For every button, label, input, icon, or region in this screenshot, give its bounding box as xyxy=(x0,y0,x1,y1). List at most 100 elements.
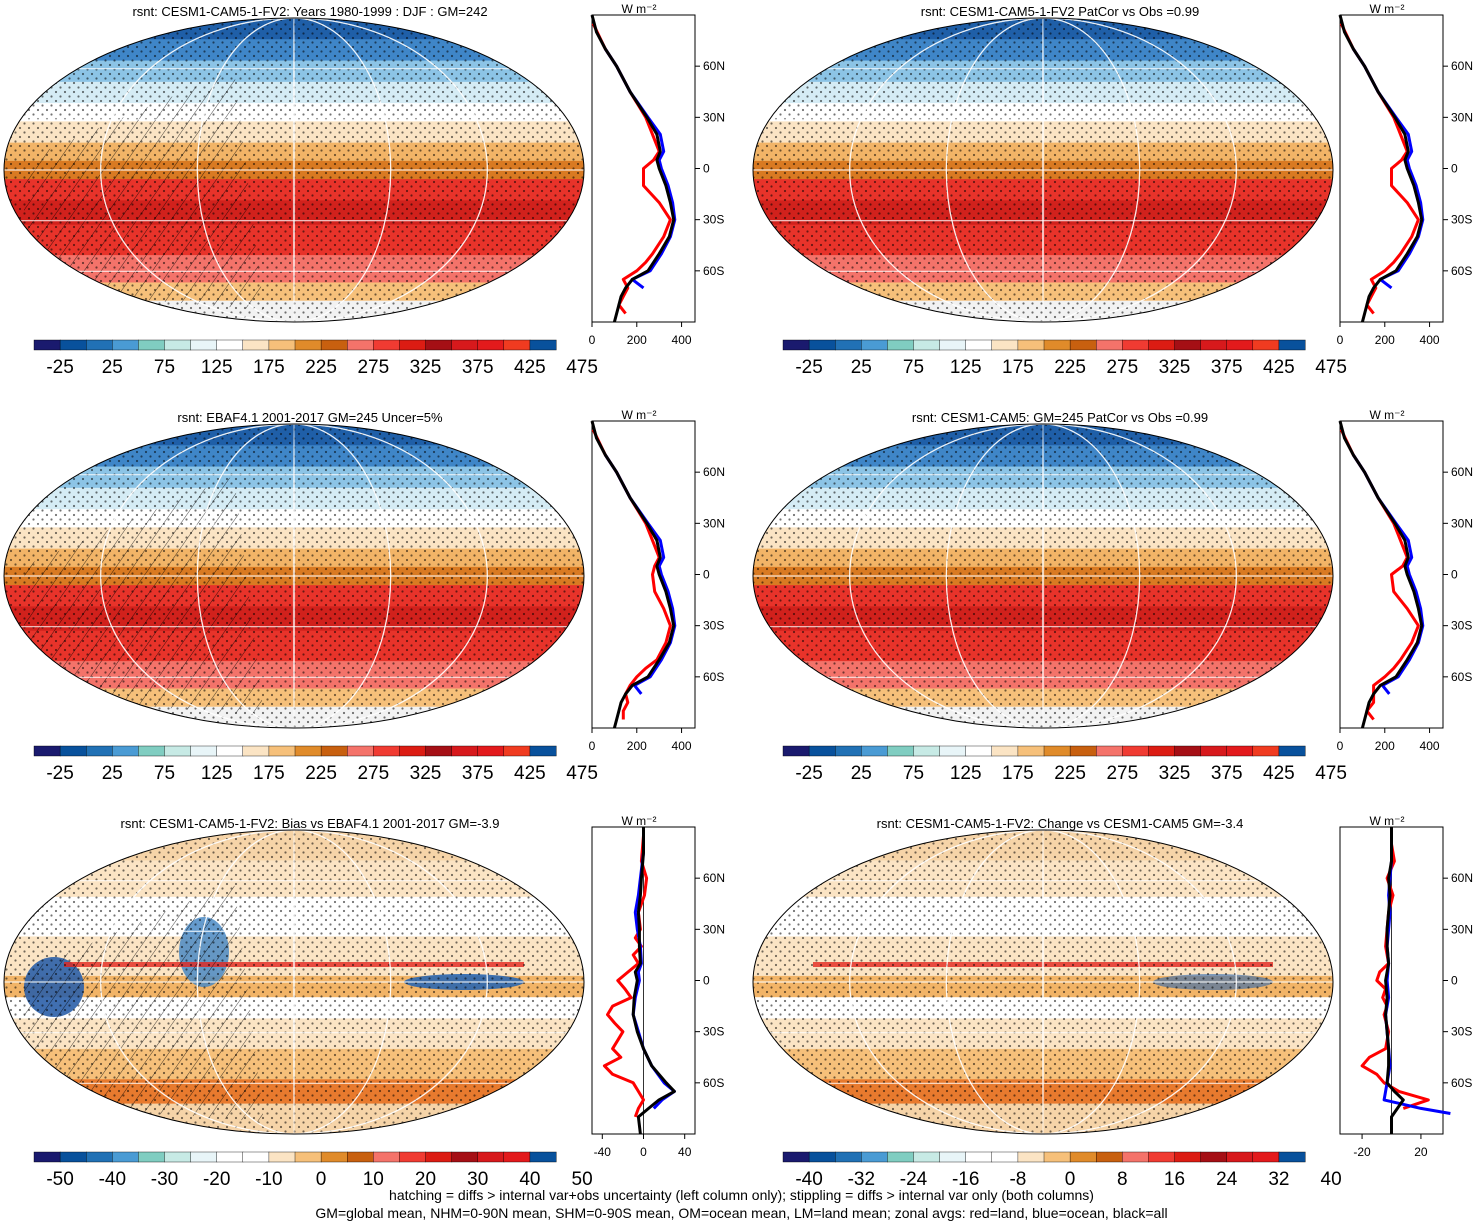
graticule-meridian xyxy=(1041,830,1045,1134)
colorbar-swatch xyxy=(373,1151,400,1163)
colorbar-swatch xyxy=(33,339,61,351)
colorbar-swatch xyxy=(503,339,531,351)
zonal-lat-label: 60N xyxy=(703,871,725,885)
colorbar-swatch xyxy=(1122,745,1149,757)
colorbar-swatch xyxy=(477,339,505,351)
colorbar-swatch xyxy=(1174,745,1202,757)
colorbar-swatch xyxy=(477,745,505,757)
colorbar-swatch xyxy=(1122,339,1149,351)
map-panel-p6: -40 -32 -24 -16 -8 0 8 16 24 32 40 W m⁻² 60N 30N 0 30S 6… xyxy=(752,814,1473,1190)
colorbar-swatch xyxy=(373,339,400,351)
graticule-meridian xyxy=(196,424,392,728)
zonal-x-label: 40 xyxy=(678,1145,692,1159)
colorbar-swatch xyxy=(861,745,888,757)
colorbar-swatch xyxy=(85,745,113,757)
colorbar-swatch xyxy=(529,339,557,351)
colorbar-swatch xyxy=(294,745,322,757)
colorbar-swatch xyxy=(991,1151,1019,1163)
colorbar-swatch xyxy=(320,745,348,757)
colorbar-swatch xyxy=(138,745,165,757)
colorbar-label: 10 xyxy=(363,1169,384,1190)
colorbar-swatch xyxy=(164,1151,192,1163)
colorbar-swatch xyxy=(1095,745,1123,757)
colorbar-swatch xyxy=(1043,1151,1071,1163)
colorbar-swatch xyxy=(939,745,967,757)
colorbar-label: -8 xyxy=(1009,1169,1026,1190)
colorbar-label: 175 xyxy=(253,357,285,378)
colorbar-swatch xyxy=(782,339,810,351)
colorbar-swatch xyxy=(59,1151,87,1163)
colorbar-swatch xyxy=(190,1151,218,1163)
zonal-lat-label: 30N xyxy=(703,922,725,936)
hatching xyxy=(24,476,264,716)
colorbar-swatch xyxy=(1200,1151,1228,1163)
zonal-x-label: 0 xyxy=(1337,333,1344,347)
colorbar-label: -16 xyxy=(952,1169,979,1190)
colorbar-label: 8 xyxy=(1117,1169,1128,1190)
graticule-meridian xyxy=(849,18,1237,322)
colorbar-swatch xyxy=(164,339,192,351)
colorbar-swatch xyxy=(347,1151,374,1163)
colorbar-label: 0 xyxy=(316,1169,327,1190)
colorbar-swatch xyxy=(1069,1151,1097,1163)
colorbar-swatch xyxy=(1095,339,1123,351)
colorbar-label: 475 xyxy=(1315,763,1347,784)
map-field xyxy=(753,830,1333,1134)
colorbar-swatch xyxy=(529,745,557,757)
panel-title: rsnt: EBAF4.1 2001-2017 GM=245 Uncer=5% xyxy=(177,410,443,425)
colorbar-label: 125 xyxy=(201,763,233,784)
colorbar-swatch xyxy=(835,745,862,757)
colorbar-swatch xyxy=(1226,1151,1254,1163)
colorbar-label: 225 xyxy=(1054,357,1086,378)
zonal-x-label: 0 xyxy=(640,1145,647,1159)
colorbar-swatch xyxy=(320,1151,348,1163)
colorbar-label: -20 xyxy=(203,1169,230,1190)
panel-title: rsnt: CESM1-CAM5: GM=245 PatCor vs Obs =… xyxy=(911,410,1209,425)
colorbar-swatch xyxy=(138,1151,165,1163)
zonal-unit-label: W m⁻² xyxy=(1370,814,1405,828)
colorbar-label: 125 xyxy=(950,763,982,784)
zonal-series-all xyxy=(590,14,676,323)
colorbar-label: -40 xyxy=(795,1169,822,1190)
colorbar-swatch xyxy=(1043,339,1071,351)
colorbar-swatch xyxy=(138,339,165,351)
hatching xyxy=(24,882,264,1122)
colorbar-swatch xyxy=(965,1151,993,1163)
colorbar-label: -25 xyxy=(795,357,822,378)
panel-title: rsnt: CESM1-CAM5-1-FV2 PatCor vs Obs =0.… xyxy=(920,4,1200,19)
footnote-line-1: hatching = diffs > internal var+obs unce… xyxy=(389,1187,1094,1203)
colorbar-label: 25 xyxy=(851,763,872,784)
colorbar-label: 275 xyxy=(1106,763,1138,784)
colorbar-swatch xyxy=(242,339,270,351)
zonal-x-label: 400 xyxy=(1420,739,1440,753)
colorbar-swatch xyxy=(1122,1151,1149,1163)
colorbar-swatch xyxy=(835,339,862,351)
colorbar-label: 225 xyxy=(305,763,337,784)
colorbar-swatch xyxy=(1174,1151,1202,1163)
colorbar-label: 24 xyxy=(1216,1169,1238,1190)
zonal-x-label: 0 xyxy=(1337,739,1344,753)
zonal-lat-label: 60S xyxy=(703,264,724,278)
zonal-lat-label: 0 xyxy=(1451,974,1458,988)
colorbar-swatch xyxy=(991,339,1019,351)
colorbar-label: 425 xyxy=(514,763,546,784)
colorbar-label: 75 xyxy=(154,357,175,378)
colorbar-swatch xyxy=(451,339,479,351)
zonal-lat-label: 60S xyxy=(703,1076,724,1090)
colorbar-label: -10 xyxy=(255,1169,282,1190)
colorbar-label: 50 xyxy=(572,1169,593,1190)
zonal-lat-label: 30S xyxy=(1451,213,1472,227)
colorbar-swatch xyxy=(190,339,218,351)
zonal-series-ocean xyxy=(1382,860,1451,1115)
colorbar-swatch xyxy=(216,339,244,351)
colorbar-swatch xyxy=(808,745,836,757)
zonal-lat-label: 60N xyxy=(1451,871,1473,885)
colorbar-label: -50 xyxy=(46,1169,73,1190)
map-field xyxy=(753,18,1333,322)
colorbar-swatch xyxy=(33,745,61,757)
zonal-x-label: 400 xyxy=(672,333,692,347)
zonal-lat-label: 0 xyxy=(703,974,710,988)
colorbar-label: 275 xyxy=(1106,357,1138,378)
panel-title: rsnt: CESM1-CAM5-1-FV2: Bias vs EBAF4.1 … xyxy=(120,816,500,831)
